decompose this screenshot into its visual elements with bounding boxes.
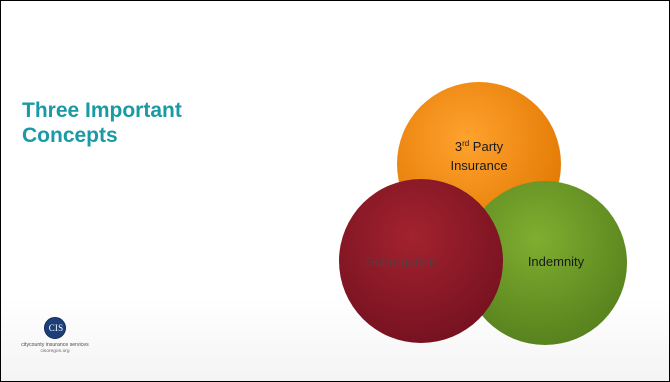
cis-logo-url: cisoregon.org [40, 349, 70, 354]
venn-label-third-party-insurance-line2: Insurance [450, 158, 507, 173]
venn-circle-subrogation [339, 179, 503, 343]
cis-logo-name: citycounty insurance services [21, 342, 89, 348]
slide-title: Three Important Concepts [22, 98, 262, 148]
venn-label-indemnity: Indemnity [528, 254, 585, 269]
label-third-party-rest: Party [469, 139, 503, 154]
venn-label-subrogation: Subrogation [366, 254, 436, 269]
cis-logo-icon: CIS [44, 317, 66, 339]
slide-title-line-1: Three Important [22, 99, 182, 122]
venn-label-third-party-insurance: 3rd Party [455, 139, 504, 154]
slide-title-line-2: Concepts [22, 124, 118, 147]
venn-circle-indemnity [463, 181, 627, 345]
label-third-party-superscript: rd [462, 139, 469, 148]
label-third-party-number: 3 [455, 139, 462, 154]
cis-logo: CIS citycounty insurance services cisore… [17, 317, 93, 373]
cis-logo-mark: CIS [48, 323, 64, 333]
